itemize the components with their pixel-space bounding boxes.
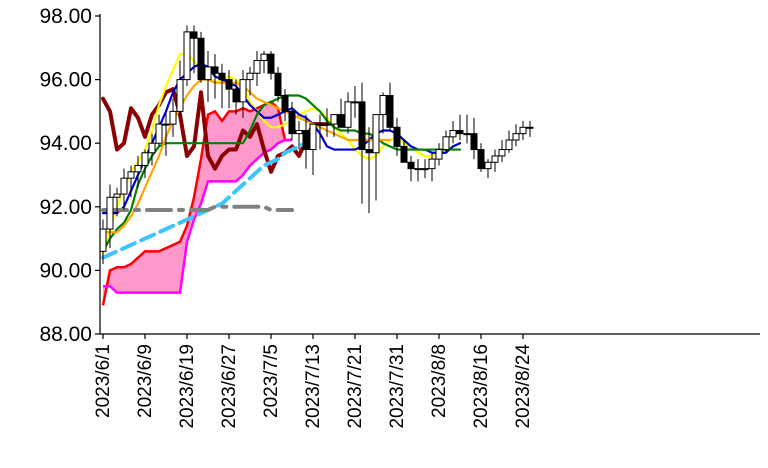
candle-down — [225, 79, 233, 90]
candle-up — [183, 31, 191, 81]
candle-up — [246, 72, 254, 81]
candle-up — [106, 196, 114, 230]
candle-up — [295, 129, 303, 135]
candle-up — [162, 123, 170, 126]
candle-up — [421, 168, 429, 171]
x-tick-label: 2023/6/9 — [135, 344, 156, 418]
x-tick-label: 2023/6/1 — [93, 344, 114, 418]
candle-down — [365, 149, 373, 154]
candle-up — [330, 114, 338, 125]
y-tick-label: 90.00 — [39, 259, 92, 282]
candle-down — [470, 133, 478, 151]
x-tick-label: 2023/7/5 — [261, 344, 282, 418]
candle-up — [155, 123, 163, 144]
x-tick-label: 2023/6/19 — [177, 344, 198, 429]
candle-down — [218, 72, 226, 81]
candle-up — [428, 158, 436, 170]
candle-up — [435, 149, 443, 160]
candle-down — [267, 53, 275, 74]
candle-up — [526, 126, 534, 129]
axes: 88.00 90.00 92.00 94.00 96.00 98.00 2023/6/1 20… — [39, 5, 760, 429]
candle-down — [337, 114, 345, 128]
candle-up — [449, 129, 457, 138]
candle-up — [120, 177, 128, 195]
candle-up — [505, 139, 513, 151]
candle-up — [253, 60, 261, 74]
x-tick-label: 2023/7/31 — [387, 344, 408, 429]
candle-down — [386, 95, 394, 128]
candle-up — [134, 164, 142, 173]
candle-up — [463, 133, 471, 136]
candle-up — [519, 126, 527, 135]
candle-down — [456, 129, 464, 135]
candle-up — [379, 95, 387, 116]
candle-up — [491, 155, 499, 163]
candle-up — [99, 228, 107, 252]
candle-up — [148, 142, 156, 154]
span-a-line — [101, 100, 292, 306]
candle-up — [351, 101, 359, 104]
candle-down — [211, 66, 219, 74]
x-tick-label: 2023/8/16 — [471, 344, 492, 429]
candle-down — [407, 161, 415, 170]
candle-down — [477, 149, 485, 170]
candle-up — [113, 193, 121, 198]
candle-up — [239, 79, 247, 103]
candle-up — [204, 66, 212, 81]
candlesticks — [99, 25, 534, 265]
candle-down — [274, 72, 282, 96]
candle-up — [372, 114, 380, 154]
candle-up — [141, 152, 149, 166]
candle-down — [288, 110, 296, 135]
candle-down — [358, 101, 366, 151]
candle-up — [309, 123, 317, 151]
candle-down — [232, 88, 240, 103]
indicator-line-6 — [101, 204, 294, 212]
x-tick-label: 2023/8/8 — [429, 344, 450, 418]
y-tick-label: 88.00 — [39, 323, 92, 346]
x-tick-label: 2023/8/24 — [513, 344, 534, 429]
candle-down — [302, 129, 310, 151]
candle-down — [197, 37, 205, 81]
candle-up — [127, 171, 135, 179]
candle-up — [484, 161, 492, 170]
candle-up — [344, 101, 352, 128]
candle-up — [316, 123, 324, 126]
x-tick-label: 2023/7/13 — [303, 344, 324, 429]
candle-up — [512, 133, 520, 141]
candle-up — [498, 149, 506, 157]
y-tick-label: 94.00 — [39, 132, 92, 155]
cloud-fill — [103, 101, 292, 306]
candle-down — [393, 126, 401, 147]
y-tick-label: 92.00 — [39, 196, 92, 219]
candle-up — [176, 79, 184, 112]
candle-down — [190, 31, 198, 39]
candle-down — [400, 145, 408, 163]
candle-up — [323, 123, 331, 126]
y-tick-label: 98.00 — [39, 5, 92, 28]
y-tick-label: 96.00 — [39, 69, 92, 92]
x-tick-label: 2023/6/27 — [219, 344, 240, 429]
candle-up — [414, 168, 422, 171]
candle-down — [281, 95, 289, 112]
candle-up — [442, 136, 450, 151]
x-tick-label: 2023/7/21 — [345, 344, 366, 429]
candle-up — [260, 53, 268, 62]
candle-up — [169, 110, 177, 125]
